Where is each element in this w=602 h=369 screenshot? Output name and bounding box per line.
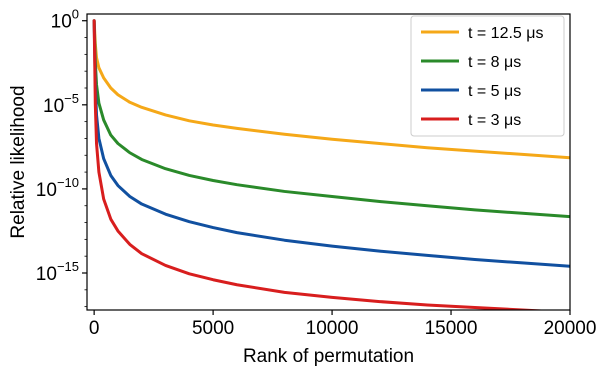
- series-line-2: [92, 19, 570, 219]
- x-axis-label: Rank of permutation: [243, 346, 414, 367]
- legend-items: t = 12.5 μs t = 8 μs t = 5 μs t = 3 μs: [421, 25, 543, 129]
- y-tick-base: 10: [36, 180, 57, 201]
- legend: t = 12.5 μs t = 8 μs t = 5 μs t = 3 μs: [410, 15, 565, 137]
- y-tick-exponent: −5: [64, 91, 79, 106]
- legend-label-3: t = 5 μs: [468, 83, 521, 100]
- y-tick-exponent: 0: [72, 7, 79, 22]
- x-tick-label: 15000: [425, 318, 478, 339]
- legend-label-1: t = 12.5 μs: [468, 25, 543, 42]
- legend-label-2: t = 8 μs: [468, 54, 521, 71]
- y-tick-label: 10−15: [36, 259, 79, 285]
- series-line-4: [92, 19, 551, 310]
- y-tick-label: 100: [51, 7, 79, 33]
- y-tick-exponent: −10: [57, 175, 79, 190]
- y-axis-label: Relative likelihood: [8, 85, 29, 238]
- series-line-1: [92, 19, 570, 160]
- x-tick-label: 5000: [192, 318, 234, 339]
- x-axis-ticks: 0 5000 10000 15000 20000: [89, 310, 597, 339]
- x-tick-label: 10000: [306, 318, 359, 339]
- y-tick-label: 10−5: [43, 91, 79, 117]
- y-tick-base: 10: [51, 12, 72, 33]
- y-tick-base: 10: [36, 264, 57, 285]
- x-tick-label: 0: [89, 318, 100, 339]
- series-line-3: [92, 19, 570, 268]
- y-tick-exponent: −15: [57, 259, 79, 274]
- plot-frame: [86, 13, 571, 311]
- x-tick-label: 20000: [544, 318, 597, 339]
- y-tick-base: 10: [43, 96, 64, 117]
- legend-frame: [410, 15, 565, 137]
- legend-label-4: t = 3 μs: [468, 112, 521, 129]
- y-tick-label: 10−10: [36, 175, 79, 201]
- series-lines: [92, 19, 570, 310]
